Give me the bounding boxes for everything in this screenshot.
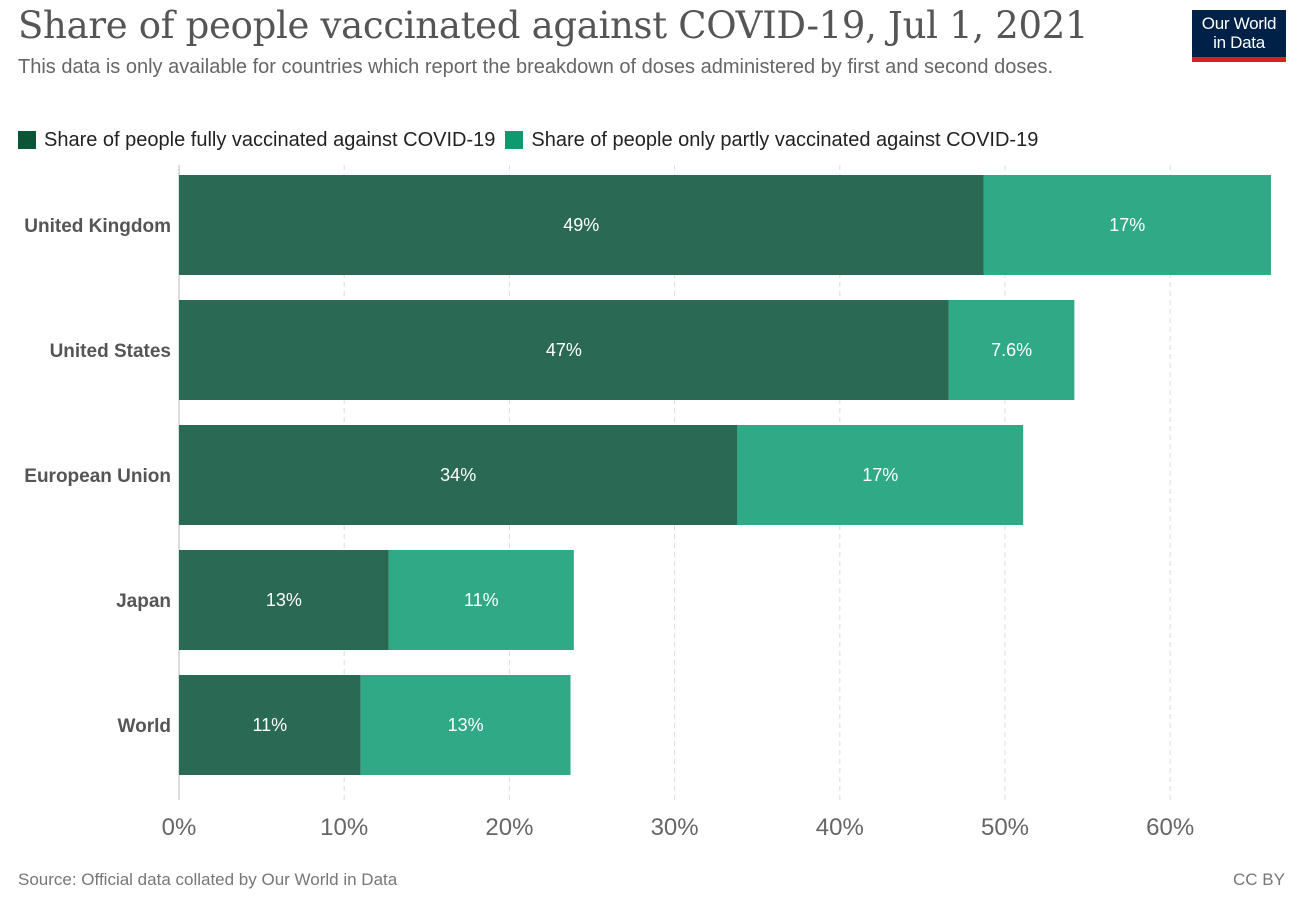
bar-segment	[737, 425, 1024, 525]
source-note: Source: Official data collated by Our Wo…	[18, 870, 398, 889]
data-label: 17%	[862, 465, 898, 485]
legend-item-fully[interactable]: Share of people fully vaccinated against…	[18, 129, 495, 152]
category-label: Japan	[116, 591, 171, 612]
x-tick-label: 30%	[651, 814, 699, 841]
bar-chart: 0% 10% 20% 30% 40% 50% 60% United Kingdom 49% 17%…	[24, 165, 1271, 841]
data-label: 13%	[448, 715, 484, 735]
data-label: 13%	[266, 590, 302, 610]
bar-segment	[983, 175, 1271, 275]
data-label: 11%	[464, 590, 499, 610]
logo-line-2: in Data	[1213, 33, 1265, 52]
x-tick-label: 40%	[816, 814, 864, 841]
x-tick-label: 60%	[1146, 814, 1194, 841]
legend-label-partly: Share of people only partly vaccinated a…	[531, 128, 1039, 151]
legend-swatch-fully	[18, 131, 36, 149]
bar-segment	[179, 675, 361, 775]
data-label: 7.6%	[991, 340, 1032, 360]
data-label: 49%	[563, 215, 599, 235]
license-link[interactable]: CC BY	[1233, 870, 1285, 889]
data-label: 47%	[546, 340, 582, 360]
bar-segment	[179, 425, 738, 525]
bar-segment	[179, 175, 984, 275]
bar-segment	[360, 675, 571, 775]
data-label: 34%	[440, 465, 476, 485]
chart-title: Share of people vaccinated against COVID…	[18, 4, 1089, 47]
category-label: World	[118, 716, 171, 737]
logo-line-1: Our World	[1201, 14, 1277, 33]
bar-segment	[179, 550, 389, 650]
owid-logo[interactable]: Our World in Data	[1192, 10, 1286, 62]
category-label: European Union	[24, 466, 171, 487]
category-label: United States	[50, 341, 171, 362]
x-tick-label: 20%	[485, 814, 533, 841]
chart-subtitle: This data is only available for countrie…	[18, 56, 1053, 78]
legend-label-fully: Share of people fully vaccinated against…	[44, 128, 496, 151]
x-tick-label: 10%	[320, 814, 368, 841]
x-tick-label: 50%	[981, 814, 1029, 841]
bar-segment	[388, 550, 574, 650]
bar-segment	[948, 300, 1075, 400]
data-label: 11%	[253, 715, 288, 735]
legend-item-partly[interactable]: Share of people only partly vaccinated a…	[505, 129, 1038, 152]
x-tick-label: 0%	[162, 814, 197, 841]
legend: Share of people fully vaccinated against…	[18, 127, 1048, 153]
legend-swatch-partly	[505, 131, 524, 149]
category-label: United Kingdom	[24, 216, 171, 237]
data-label: 17%	[1109, 215, 1145, 235]
bar-segment	[179, 300, 949, 400]
